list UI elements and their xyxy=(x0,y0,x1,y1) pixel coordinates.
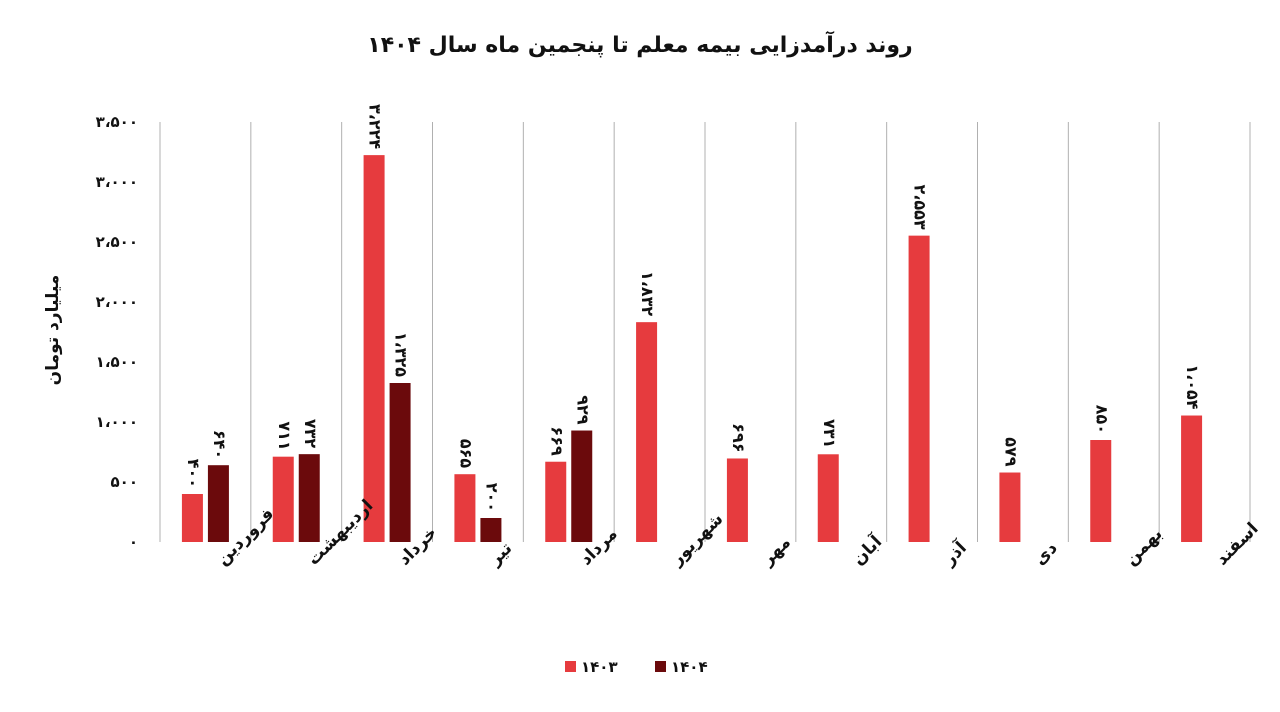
x-tick-label: مهر xyxy=(757,533,795,571)
bar xyxy=(480,518,502,542)
bar xyxy=(207,465,229,542)
data-label: ۶۹۶ xyxy=(729,423,748,452)
bar xyxy=(636,322,658,542)
y-tick-label: ۲،۵۰۰ xyxy=(96,233,138,251)
bar xyxy=(389,383,411,542)
y-tick-label: ۳،۰۰۰ xyxy=(96,173,138,191)
data-label: ۳،۲۲۴ xyxy=(366,104,385,149)
legend-label: ۱۴۰۴ xyxy=(671,658,708,676)
x-tick-label: دی xyxy=(1030,538,1062,570)
bar xyxy=(363,155,385,542)
data-label: ۲،۵۵۳ xyxy=(911,184,930,229)
y-axis-label: میلیارد تومان xyxy=(43,275,63,386)
bars xyxy=(181,155,1203,542)
bar xyxy=(545,461,567,542)
data-label: ۱،۰۵۴ xyxy=(1183,364,1202,409)
data-label: ۵۷۹ xyxy=(1001,437,1020,467)
bar xyxy=(272,456,294,542)
bar xyxy=(181,494,203,542)
data-label: ۷۳۲ xyxy=(301,419,320,449)
bar xyxy=(908,235,930,542)
bar xyxy=(1181,415,1203,542)
y-tick-label: ۰ xyxy=(129,533,138,551)
data-label: ۹۲۹ xyxy=(573,395,592,425)
legend: ۱۴۰۳ ۱۴۰۴ xyxy=(565,658,708,676)
data-label: ۶۴۰ xyxy=(210,430,229,459)
bar xyxy=(999,472,1021,542)
y-tick-label: ۲،۰۰۰ xyxy=(96,293,138,311)
data-label: ۱،۸۳۲ xyxy=(638,271,657,316)
x-tick-label: اسفند xyxy=(1212,519,1263,570)
data-label: ۷۱۱ xyxy=(275,421,294,450)
data-label: ۴۰۰ xyxy=(184,459,203,488)
x-tick-label: بهمن xyxy=(1121,524,1166,569)
data-label: ۲۰۰ xyxy=(482,483,501,512)
data-label: ۷۳۱ xyxy=(820,419,839,448)
bar xyxy=(726,458,748,542)
legend-swatch xyxy=(655,661,666,672)
y-tick-label: ۳،۵۰۰ xyxy=(96,113,138,131)
y-tick-label: ۵۰۰ xyxy=(111,473,138,491)
y-tick-label: ۱،۰۰۰ xyxy=(96,413,138,431)
chart-title: روند درآمدزایی بیمه معلم تا پنجمین ماه س… xyxy=(367,30,912,58)
bar xyxy=(298,454,320,542)
bar xyxy=(454,474,476,542)
y-axis-ticks: ۰ ۵۰۰ ۱،۰۰۰ ۱،۵۰۰ ۲،۰۰۰ ۲،۵۰۰ ۳،۰۰۰ ۳،۵۰۰ xyxy=(96,113,138,551)
x-tick-label: شهریور xyxy=(666,509,727,570)
category-separators xyxy=(159,122,1251,542)
legend-swatch xyxy=(565,661,576,672)
x-tick-label: تیر xyxy=(485,538,517,570)
x-tick-label: آبان xyxy=(847,530,887,570)
y-tick-label: ۱،۵۰۰ xyxy=(96,353,138,371)
x-tick-label: آذر xyxy=(937,536,971,570)
bar xyxy=(571,430,593,542)
bar xyxy=(1090,440,1112,542)
bar xyxy=(817,454,839,542)
data-label: ۱،۳۲۵ xyxy=(392,332,411,377)
legend-label: ۱۴۰۳ xyxy=(581,658,618,676)
data-label: ۶۶۹ xyxy=(547,426,566,456)
data-label: ۸۵۰ xyxy=(1092,405,1111,434)
data-label: ۵۶۵ xyxy=(456,439,475,469)
data-labels: ۴۰۰ ۶۴۰ ۷۱۱ ۷۳۲ ۳،۲۲۴ ۱،۳۲۵ ۵۶۵ ۲۰۰ ۶۶۹ ۹۲۹ ۱،۸۳۲ ۶… xyxy=(184,104,1202,512)
